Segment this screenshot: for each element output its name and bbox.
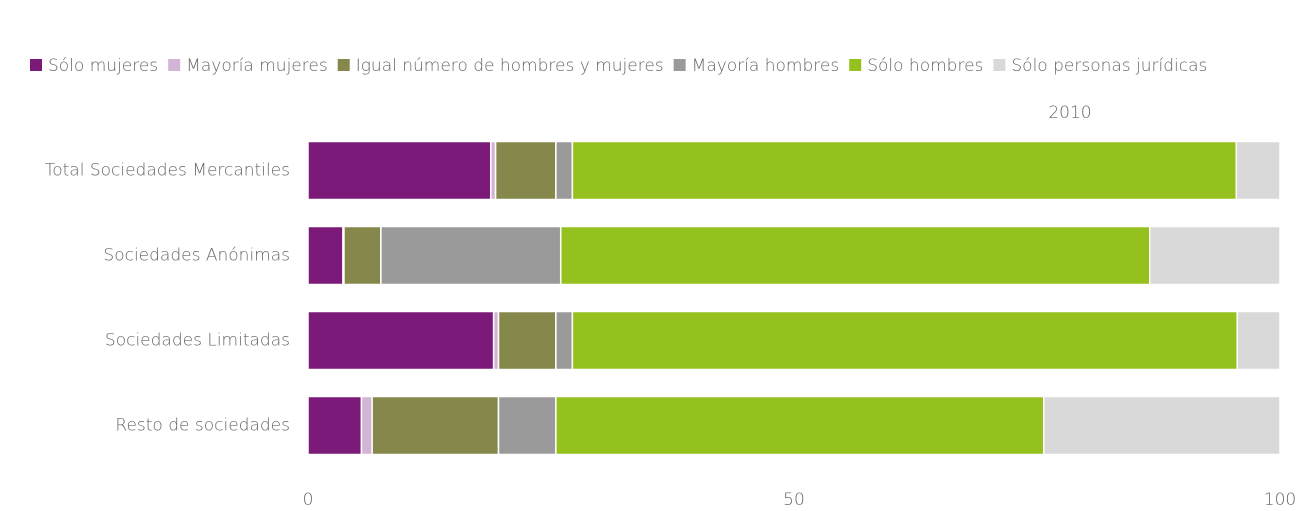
legend-swatch xyxy=(168,59,181,71)
bar-segment xyxy=(1149,225,1281,286)
bar-segment xyxy=(559,225,1151,286)
legend-swatch xyxy=(30,59,42,71)
chart-subtitle: 2010 xyxy=(1048,103,1091,123)
bar-segment xyxy=(555,140,574,201)
legend-label: Igual número de hombres y mujeres xyxy=(356,56,664,76)
bar-segment xyxy=(380,225,562,286)
legend-label: Sólo mujeres xyxy=(48,56,158,76)
bar-segment xyxy=(307,395,363,456)
bar-segment xyxy=(307,310,495,371)
legend-label: Sólo hombres xyxy=(867,56,983,76)
x-tick-label: 100 xyxy=(1264,490,1296,510)
bar-segment xyxy=(343,225,382,286)
bar-segment xyxy=(307,225,344,286)
bar-segment xyxy=(494,140,557,201)
bar-segment xyxy=(1235,140,1281,201)
y-tick-label: Sociedades Limitadas xyxy=(105,331,290,351)
legend-swatch xyxy=(849,59,862,71)
bar-segment xyxy=(1236,310,1281,371)
legend-swatch xyxy=(337,59,350,71)
y-tick-label: Total Sociedades Mercantiles xyxy=(45,161,290,181)
bar-segment xyxy=(555,310,574,371)
x-tick-label: 50 xyxy=(783,490,805,510)
legend-swatch xyxy=(673,59,686,71)
bar-segment xyxy=(555,395,1045,456)
legend-label: Mayoría hombres xyxy=(692,56,840,76)
y-tick-label: Sociedades Anónimas xyxy=(103,246,290,266)
bar-segment xyxy=(571,310,1238,371)
bar-segment xyxy=(307,140,492,201)
bar-segment xyxy=(371,395,500,456)
bar-segment xyxy=(360,395,373,456)
legend-label: Sólo personas jurídicas xyxy=(1011,56,1207,76)
y-tick-label: Resto de sociedades xyxy=(115,416,290,436)
bar-segment xyxy=(571,140,1238,201)
legend-swatch xyxy=(993,59,1006,71)
bar-segment xyxy=(1043,395,1281,456)
bar-segment xyxy=(497,395,557,456)
bar-segment xyxy=(497,310,557,371)
x-tick-label: 0 xyxy=(303,490,314,510)
legend-label: Mayoría mujeres xyxy=(186,56,328,76)
